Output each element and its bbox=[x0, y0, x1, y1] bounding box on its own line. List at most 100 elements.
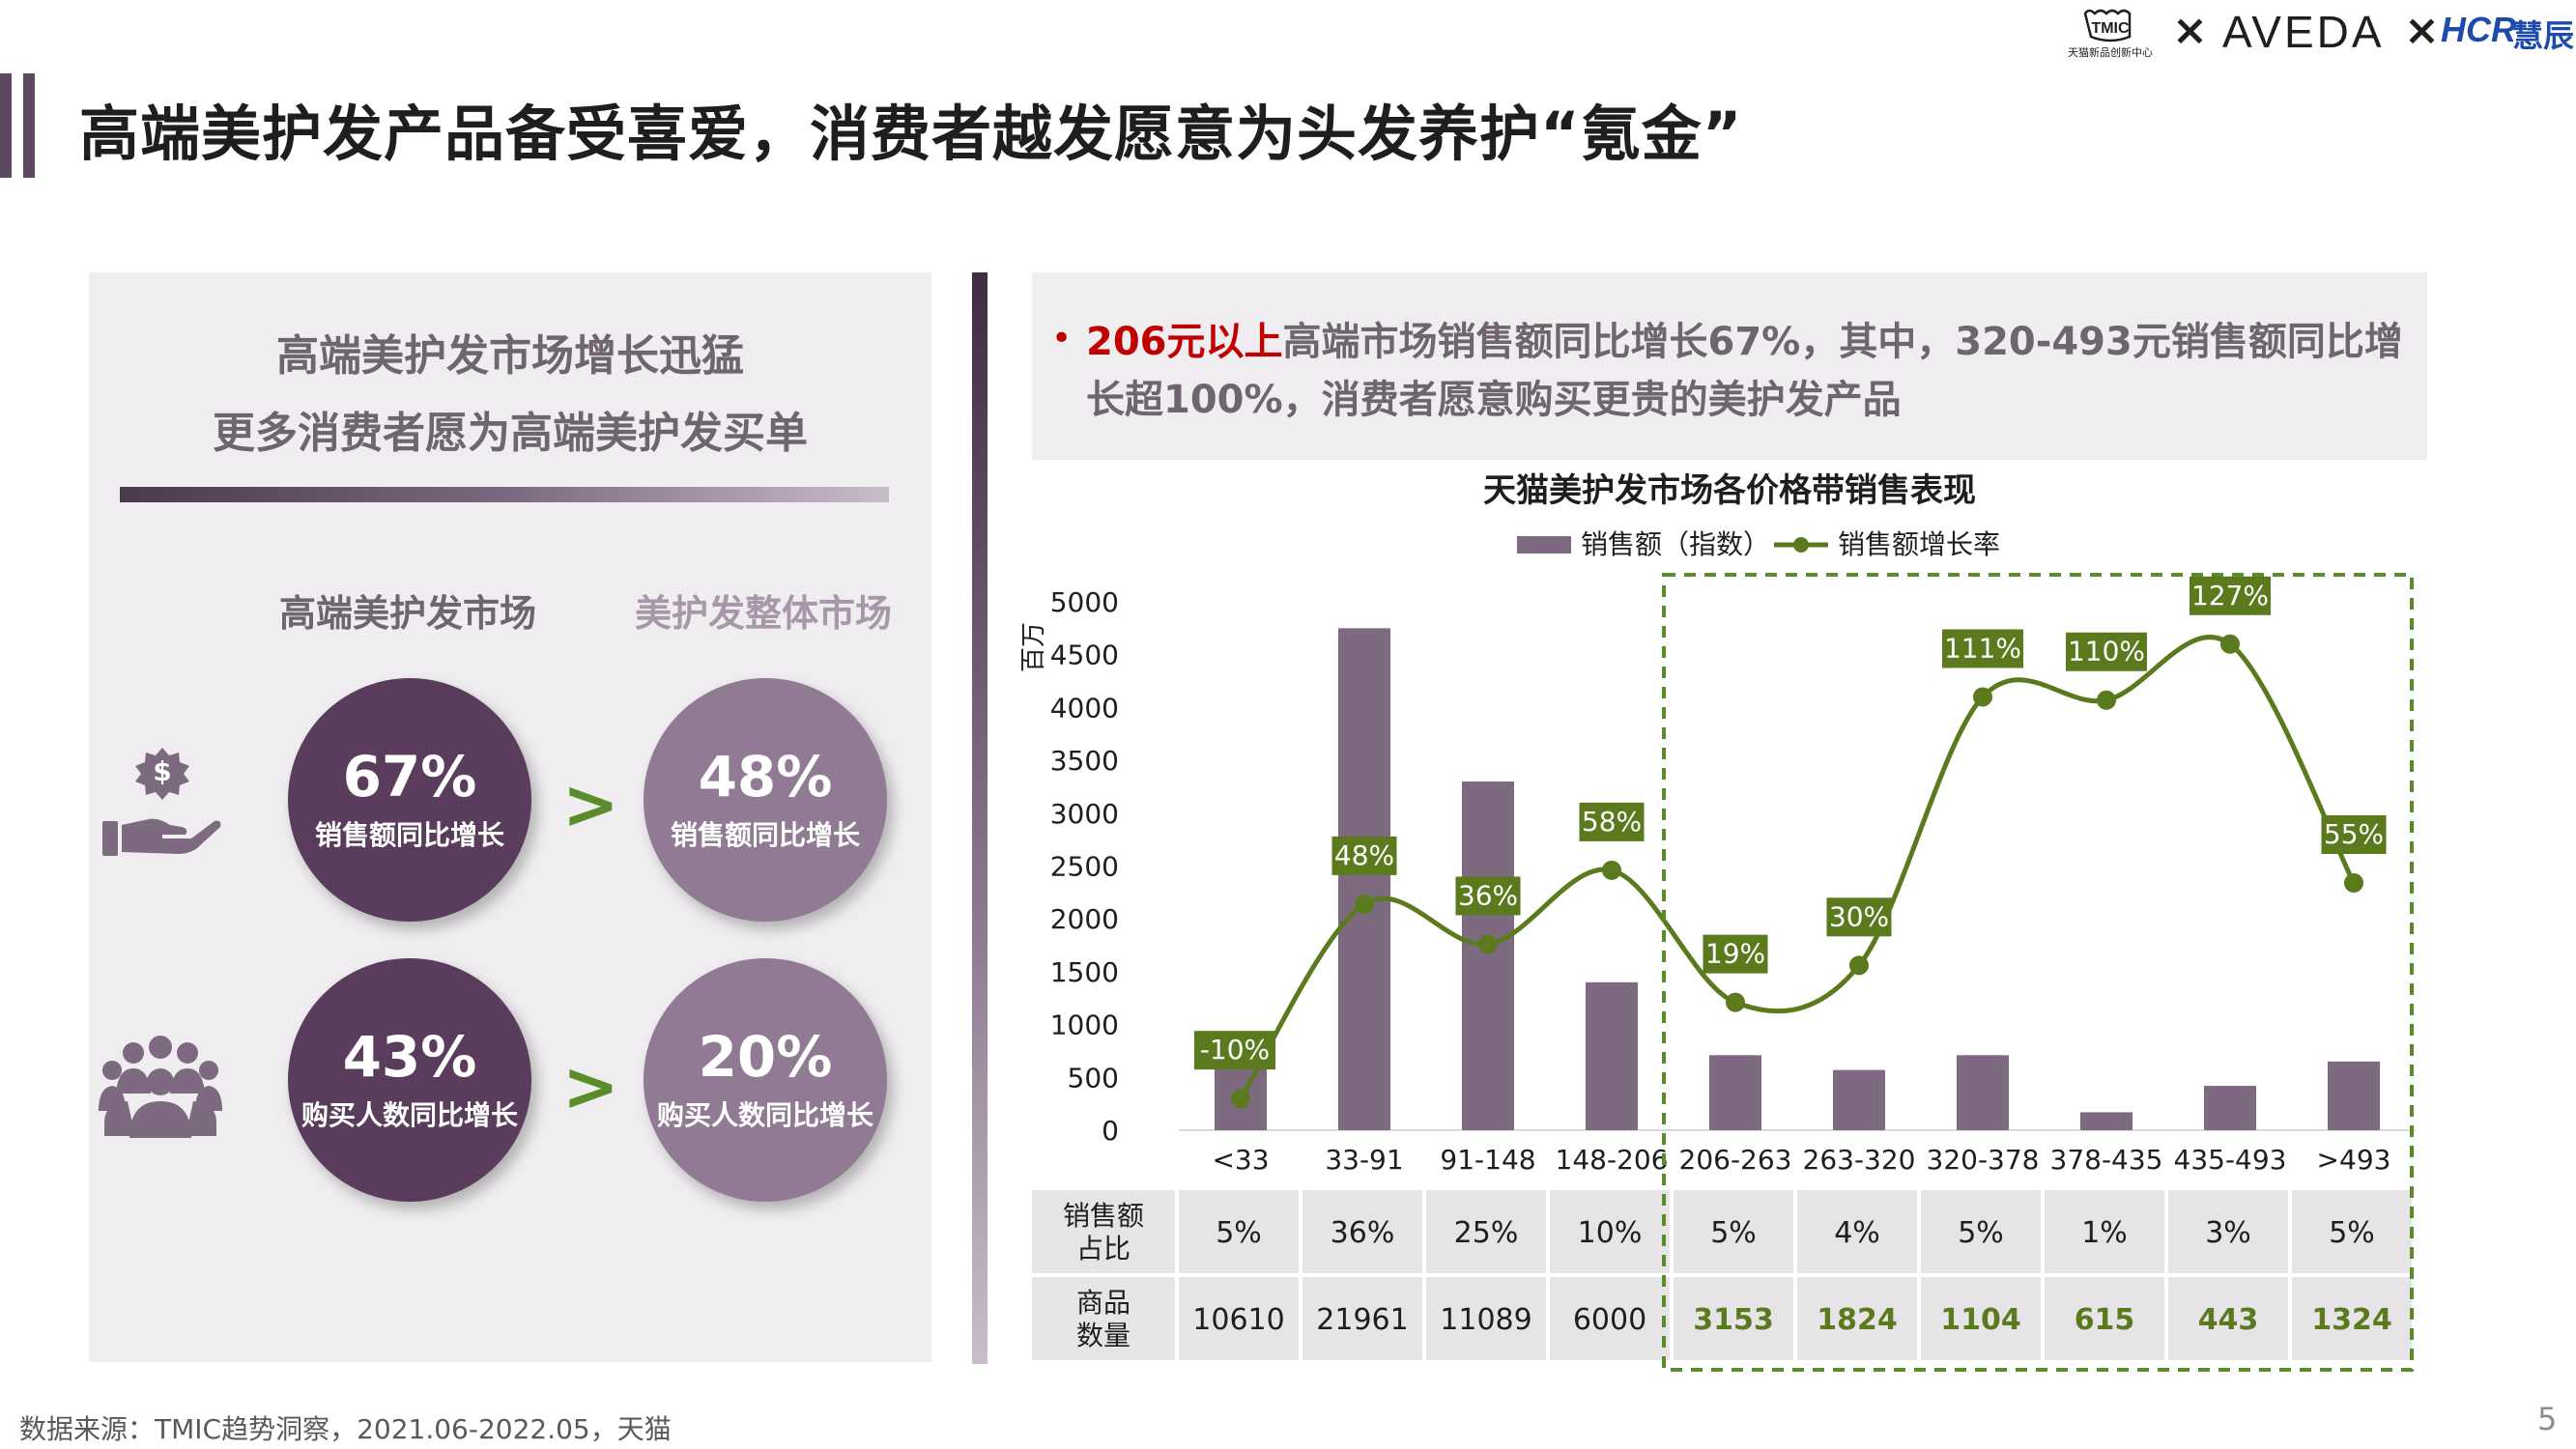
y-tick-label: 1000 bbox=[1050, 1009, 1119, 1041]
stat-value: 20% bbox=[698, 1024, 833, 1091]
growth-point-1 bbox=[1355, 894, 1374, 914]
growth-label-3: 58% bbox=[1582, 806, 1642, 838]
y-tick-label: 3000 bbox=[1050, 798, 1119, 830]
y-tick-label: 4000 bbox=[1050, 692, 1119, 724]
growth-label-8: 127% bbox=[2191, 580, 2269, 611]
stat-label: 购买人数同比增长 bbox=[301, 1098, 518, 1131]
table-cell bbox=[1921, 1190, 2041, 1273]
x-tick-label: 263-320 bbox=[1803, 1144, 1916, 1176]
growth-label-box-5 bbox=[1826, 897, 1892, 937]
growth-label-1: 48% bbox=[1334, 839, 1394, 871]
stat-label: 购买人数同比增长 bbox=[656, 1098, 873, 1131]
count-value: 6000 bbox=[1573, 1303, 1646, 1337]
x-tick-label: <33 bbox=[1212, 1144, 1269, 1176]
table-cell bbox=[1302, 1277, 1422, 1360]
greater-than-sign: > bbox=[562, 765, 619, 844]
left-heading-line1: 高端美护发市场增长迅猛 bbox=[276, 331, 744, 381]
share-value: 4% bbox=[1834, 1216, 1880, 1250]
vertical-divider bbox=[972, 272, 987, 1364]
bar-7 bbox=[2080, 1112, 2132, 1130]
count-value: 1324 bbox=[2311, 1303, 2392, 1337]
table-cell bbox=[1426, 1190, 1546, 1273]
title-accent-bar bbox=[23, 73, 35, 178]
table-row-header: 销售额 bbox=[1063, 1200, 1144, 1232]
growth-label-4: 19% bbox=[1705, 938, 1765, 970]
x-tick-label: 378-435 bbox=[2050, 1144, 2163, 1176]
column-head-high-end: 高端美护发市场 bbox=[278, 592, 536, 635]
left-heading-line2: 更多消费者愿为高端美护发买单 bbox=[213, 409, 808, 458]
note-highlight: 206元以上 bbox=[1086, 320, 1283, 364]
table-row-header: 占比 bbox=[1076, 1233, 1131, 1264]
table-cell bbox=[1550, 1190, 1670, 1273]
table-cell bbox=[2168, 1190, 2288, 1273]
y-tick-label: 2000 bbox=[1050, 903, 1119, 935]
growth-point-6 bbox=[1973, 687, 1992, 707]
bar-5 bbox=[1833, 1069, 1885, 1130]
page-title: 高端美护发产品备受喜爱，消费者越发愿意为头发养护“氪金” bbox=[79, 99, 1743, 169]
people-group-icon bbox=[99, 1036, 222, 1138]
legend-line-label: 销售额增长率 bbox=[1838, 528, 2000, 560]
stat-value: 43% bbox=[342, 1024, 477, 1091]
growth-label-9: 55% bbox=[2324, 818, 2384, 850]
count-value: 615 bbox=[2075, 1303, 2135, 1337]
hcr-logo: HCR bbox=[2441, 10, 2516, 49]
stat-label: 销售额同比增长 bbox=[314, 818, 504, 851]
table-cell bbox=[1179, 1277, 1299, 1360]
legend-line-marker bbox=[1793, 537, 1809, 553]
share-value: 36% bbox=[1331, 1216, 1395, 1250]
x-tick-label: 148-206 bbox=[1556, 1144, 1669, 1176]
table-cell bbox=[1550, 1277, 1670, 1360]
greater-than-sign: > bbox=[562, 1047, 619, 1126]
y-tick-label: 500 bbox=[1068, 1062, 1119, 1094]
y-tick-label: 2500 bbox=[1050, 851, 1119, 883]
insight-note-box bbox=[1032, 272, 2427, 460]
growth-point-4 bbox=[1726, 992, 1745, 1012]
table-cell bbox=[2168, 1277, 2288, 1360]
logo-separator: × bbox=[2172, 6, 2208, 55]
growth-label-2: 36% bbox=[1458, 879, 1518, 911]
bar-8 bbox=[2204, 1086, 2256, 1130]
count-value: 3153 bbox=[1693, 1303, 1774, 1337]
table-row-header-cell bbox=[1032, 1277, 1175, 1360]
count-value: 21961 bbox=[1316, 1303, 1408, 1337]
chart-title: 天猫美护发市场各价格带销售表现 bbox=[1483, 471, 1976, 510]
svg-text:$: $ bbox=[153, 755, 171, 787]
count-value: 443 bbox=[2198, 1303, 2259, 1337]
share-value: 5% bbox=[2329, 1216, 2375, 1250]
y-tick-label: 5000 bbox=[1050, 586, 1119, 618]
y-axis-unit-label: 百万 bbox=[1019, 622, 1048, 672]
growth-label-box-6 bbox=[1942, 629, 2023, 668]
title-accent-bar bbox=[0, 73, 12, 178]
count-value: 10610 bbox=[1192, 1303, 1284, 1337]
growth-label-box-2 bbox=[1455, 876, 1521, 916]
heading-gradient-bar bbox=[120, 487, 889, 502]
growth-point-0 bbox=[1231, 1089, 1250, 1109]
growth-point-9 bbox=[2344, 873, 2363, 894]
table-row-header: 数量 bbox=[1076, 1320, 1131, 1351]
stat-value: 48% bbox=[698, 744, 833, 810]
table-cell bbox=[1674, 1277, 1793, 1360]
growth-label-box-4 bbox=[1703, 934, 1768, 974]
table-cell bbox=[2045, 1190, 2164, 1273]
growth-label-0: -10% bbox=[1200, 1034, 1270, 1065]
legend-bar-swatch bbox=[1517, 536, 1571, 554]
share-value: 3% bbox=[2205, 1216, 2251, 1250]
table-cell bbox=[2292, 1190, 2412, 1273]
bar-1 bbox=[1338, 628, 1390, 1130]
note-body: 高端市场销售额同比增长67%，其中，320-493元销售额同比增长超100%，消… bbox=[1086, 320, 2403, 422]
growth-label-box-3 bbox=[1579, 802, 1645, 841]
table-row-header: 商品 bbox=[1076, 1287, 1131, 1319]
bar-2 bbox=[1462, 781, 1514, 1130]
bar-4 bbox=[1709, 1055, 1761, 1130]
overall-buyer-growth-circle: 20% 购买人数同比增长 bbox=[644, 958, 887, 1202]
bar-3 bbox=[1586, 981, 1638, 1130]
growth-rate-line bbox=[1238, 635, 2357, 1100]
share-value: 5% bbox=[1958, 1216, 2004, 1250]
share-value: 1% bbox=[2081, 1216, 2128, 1250]
share-value: 5% bbox=[1710, 1216, 1757, 1250]
x-tick-label: 320-378 bbox=[1927, 1144, 2040, 1176]
aveda-logo: AVEDA bbox=[2222, 7, 2385, 57]
growth-point-5 bbox=[1849, 955, 1869, 976]
legend-bar-label: 销售额（指数） bbox=[1581, 528, 1770, 560]
